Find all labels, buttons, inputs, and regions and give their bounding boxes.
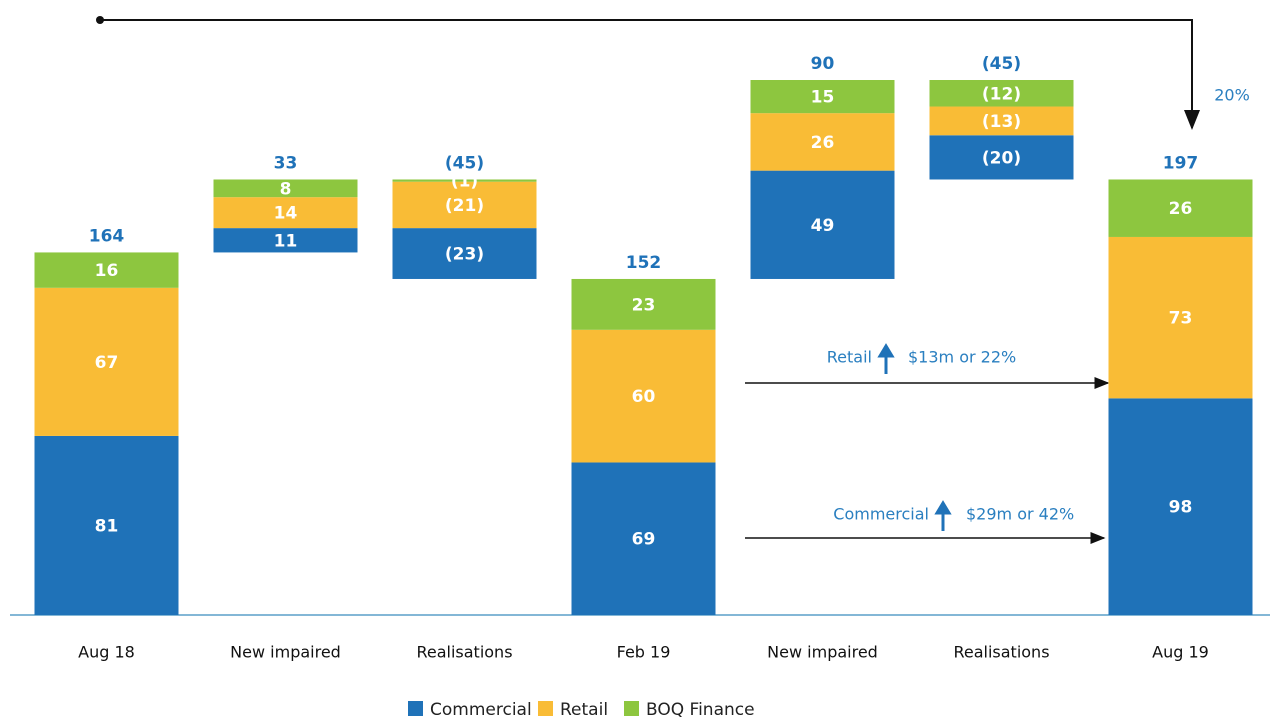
segment-label: 16: [95, 261, 119, 281]
bar-segment: [1108, 236, 1253, 399]
bar-segment: [929, 135, 1074, 180]
bar-segment: [34, 252, 179, 288]
legend-label: Commercial: [430, 700, 532, 719]
segment-label: 23: [632, 295, 656, 315]
segment-label: 60: [632, 387, 656, 407]
retail-change: $13m or 22%: [908, 348, 1016, 367]
up-arrow: [934, 500, 952, 531]
bar-segment: [392, 228, 537, 279]
total-label: 152: [626, 253, 662, 273]
bar-segment: [571, 329, 716, 463]
x-tick-label: Realisations: [953, 643, 1049, 662]
total-label: 33: [274, 153, 298, 173]
total-label: (45): [445, 153, 484, 173]
segment-label: 15: [811, 88, 835, 108]
commercial-change: $29m or 42%: [966, 505, 1074, 524]
bar-segment: [34, 435, 179, 615]
segment-label: (20): [982, 148, 1021, 168]
bar-segment: [392, 179, 537, 182]
legend-swatch: [624, 701, 639, 716]
segment-label: 14: [274, 204, 298, 224]
x-tick-label: Feb 19: [617, 643, 671, 662]
bar-segment: [750, 113, 895, 171]
segment-label: 98: [1169, 498, 1193, 518]
x-tick-label: Realisations: [416, 643, 512, 662]
commercial-label: Commercial: [833, 505, 929, 524]
bar-segment: [571, 462, 716, 615]
legend-swatch: [538, 701, 553, 716]
retail-label: Retail: [827, 348, 872, 367]
bar-segment: [750, 170, 895, 279]
segment-label: 26: [811, 133, 835, 153]
growth-label: 20%: [1214, 86, 1250, 105]
segment-label: 11: [274, 231, 298, 251]
segment-label: 8: [280, 179, 292, 199]
bar-segment: [571, 278, 716, 330]
bar-segment: [750, 80, 895, 114]
segment-label: 73: [1169, 309, 1193, 329]
segment-label: (23): [445, 245, 484, 265]
bar-segment: [392, 181, 537, 229]
total-label: 90: [811, 54, 835, 74]
segment-label: (21): [445, 196, 484, 216]
segment-label: 67: [95, 353, 119, 373]
legend-label: BOQ Finance: [646, 700, 755, 719]
segment-label: 81: [95, 516, 119, 536]
bar-segment: [929, 106, 1074, 136]
segment-label: (13): [982, 112, 1021, 132]
up-arrow: [877, 343, 895, 374]
total-label: 197: [1163, 153, 1199, 173]
bar-segment: [213, 179, 358, 198]
total-label: 164: [89, 226, 125, 246]
bar-segment: [929, 80, 1074, 107]
x-tick-label: New impaired: [767, 643, 878, 662]
segment-label: 26: [1169, 199, 1193, 219]
x-tick-label: Aug 19: [1152, 643, 1209, 662]
bar-segment: [1108, 179, 1253, 237]
bar-segment: [34, 287, 179, 436]
legend-label: Retail: [560, 700, 608, 719]
bar-segment: [213, 197, 358, 229]
growth-connector: [100, 19, 1200, 130]
bar-segment: [1108, 398, 1253, 615]
segment-label: 49: [811, 216, 835, 236]
total-label: (45): [982, 54, 1021, 74]
bar-segment: [213, 228, 358, 253]
segment-label: (12): [982, 84, 1021, 104]
x-tick-label: New impaired: [230, 643, 341, 662]
segment-label: (1): [451, 172, 478, 192]
x-tick-label: Aug 18: [78, 643, 135, 662]
legend-swatch: [408, 701, 423, 716]
segment-label: 69: [632, 530, 656, 550]
